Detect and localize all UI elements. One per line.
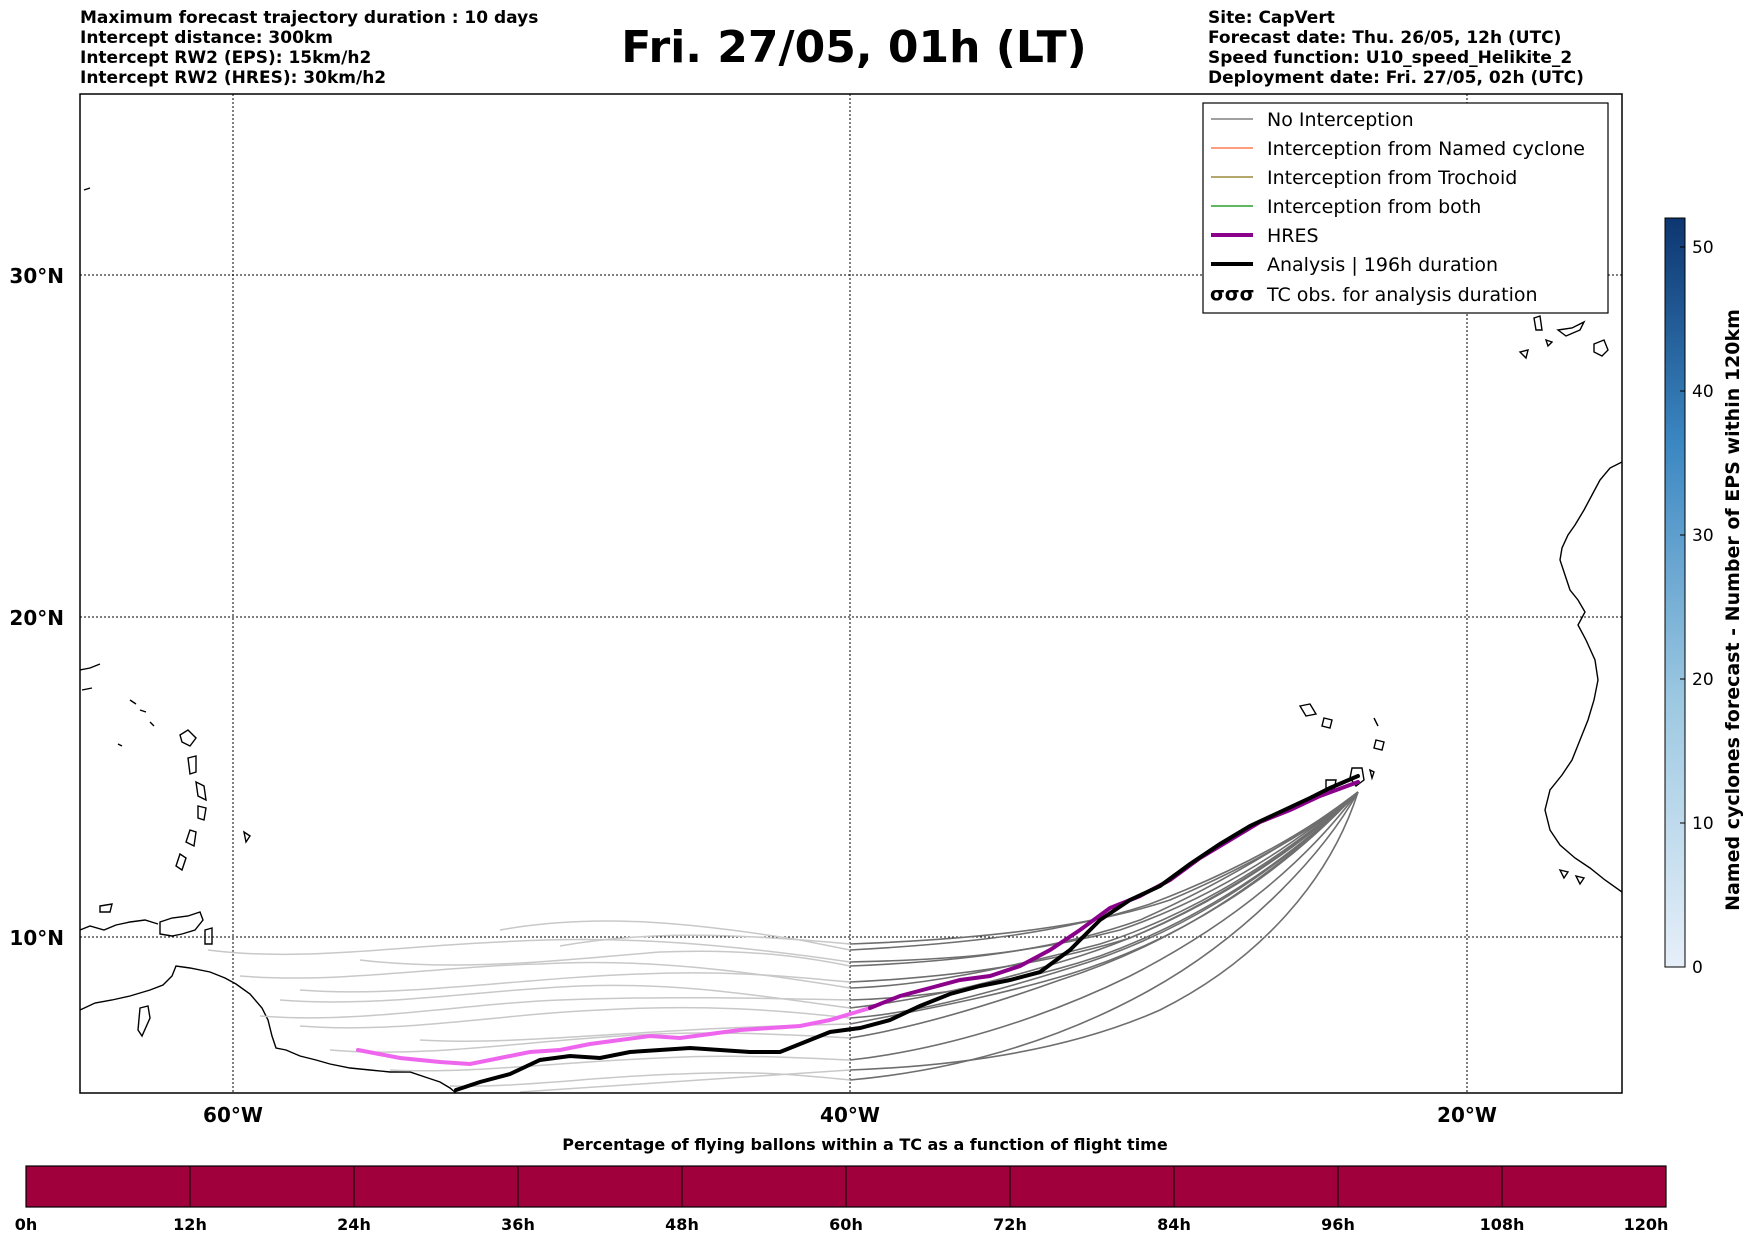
longitude-labels: 60°W 40°W 20°W: [203, 1103, 1497, 1127]
canary-islands-d: [1518, 349, 1529, 360]
lesser-antilles-f: [175, 852, 187, 872]
caribbean-coast: [80, 919, 159, 931]
intercept-eps-text: Intercept RW2 (EPS): 15km/h2: [80, 48, 372, 68]
colorbar-gradient: [1664, 217, 1686, 968]
legend-item-tc-obs: σσσ TC obs. for analysis duration: [1210, 283, 1538, 306]
cbar-tick-40: 40: [1692, 382, 1714, 402]
legend-item-trochoid: Interception from Trochoid: [1211, 167, 1517, 189]
cape-verde-f: [1368, 768, 1375, 781]
lesser-antilles-c: [195, 780, 207, 802]
flight-time-tick-36h: 36h: [501, 1215, 535, 1234]
page-title: Fri. 27/05, 01h (LT): [621, 22, 1087, 73]
canary-islands-a: [1533, 315, 1543, 331]
island-small-3: [204, 927, 213, 945]
island-small-1: [242, 830, 251, 844]
cbar-tick-0: 0: [1692, 958, 1703, 978]
lon-label-40w: 40°W: [820, 1103, 880, 1127]
flight-time-tick-84h: 84h: [1157, 1215, 1191, 1234]
legend-label-both: Interception from both: [1267, 196, 1481, 218]
legend: No Interception Interception from Named …: [1202, 102, 1609, 314]
south-america-coast: [80, 965, 457, 1093]
legend-item-analysis: Analysis | 196h duration: [1211, 254, 1498, 276]
africa-coast: [1544, 461, 1622, 893]
speed-function-text: Speed function: U10_speed_Helikite_2: [1208, 48, 1573, 68]
cape-verde-b: [1321, 717, 1333, 729]
legend-label-named-cyclone: Interception from Named cyclone: [1267, 138, 1585, 160]
lesser-antilles-d: [197, 805, 207, 821]
legend-label-trochoid: Interception from Trochoid: [1267, 167, 1517, 189]
flight-time-tick-24h: 24h: [337, 1215, 371, 1234]
flight-time-tick-108h: 108h: [1480, 1215, 1525, 1234]
island-top-left: [83, 187, 91, 191]
legend-label-analysis: Analysis | 196h duration: [1267, 254, 1498, 276]
max-duration-text: Maximum forecast trajectory duration : 1…: [80, 8, 539, 28]
island-small-4: [117, 699, 155, 747]
cbar-tick-20: 20: [1692, 670, 1714, 690]
flight-time-tick-96h: 96h: [1321, 1215, 1355, 1234]
bottom-colorbar-ticks: [189, 1166, 1503, 1207]
site-text: Site: CapVert: [1208, 8, 1335, 28]
flight-time-tick-0h: 0h: [15, 1215, 38, 1234]
intercept-hres-text: Intercept RW2 (HRES): 30km/h2: [80, 68, 387, 88]
cape-verde-c: [1373, 717, 1385, 751]
deployment-date-text: Deployment date: Fri. 27/05, 02h (UTC): [1208, 68, 1584, 88]
eps-trajectories-light: [207, 920, 851, 1093]
flight-time-tick-72h: 72h: [993, 1215, 1027, 1234]
flight-time-tick-48h: 48h: [665, 1215, 699, 1234]
tc-obs-symbol-icon: σσσ: [1210, 283, 1254, 305]
legend-label-hres: HRES: [1267, 225, 1319, 247]
canary-islands-c: [1593, 339, 1609, 357]
cape-verde-a: [1298, 703, 1318, 717]
lat-label-20n: 20°N: [9, 606, 64, 630]
cbar-tick-30: 30: [1692, 526, 1714, 546]
flight-time-tick-60h: 60h: [829, 1215, 863, 1234]
lesser-antilles-e: [185, 829, 197, 848]
site-info: Site: CapVert Forecast date: Thu. 26/05,…: [1208, 8, 1584, 88]
forecast-date-text: Forecast date: Thu. 26/05, 12h (UTC): [1208, 28, 1562, 48]
lon-label-20w: 20°W: [1437, 1103, 1497, 1127]
island-small-2: [99, 903, 113, 913]
lesser-antilles-a: [179, 729, 197, 747]
africa-islands-bissau: [1558, 868, 1586, 886]
legend-box: [1202, 102, 1609, 314]
lat-label-10n: 10°N: [9, 926, 64, 950]
legend-label-tc-obs: TC obs. for analysis duration: [1266, 284, 1538, 306]
latitude-labels: 30°N 20°N 10°N: [9, 264, 64, 950]
cbar-tick-50: 50: [1692, 238, 1714, 258]
tc-percentage-colorbar: Percentage of flying ballons within a TC…: [15, 1135, 1669, 1234]
lon-label-60w: 60°W: [203, 1103, 263, 1127]
northwest-coast: [80, 663, 101, 691]
legend-item-hres: HRES: [1211, 225, 1319, 247]
legend-label-no-interception: No Interception: [1267, 109, 1414, 131]
trinidad: [137, 1005, 151, 1038]
flight-time-tick-12h: 12h: [173, 1215, 207, 1234]
coastlines: [80, 187, 1622, 1093]
canary-islands-e: [1544, 338, 1554, 348]
colorbar-tick-marks: [1680, 246, 1685, 968]
colorbar-tick-labels: 0 10 20 30 40 50: [1692, 238, 1714, 978]
flight-time-tick-120h: 120h: [1624, 1215, 1669, 1234]
legend-item-no-interception: No Interception: [1211, 109, 1414, 131]
legend-item-named-cyclone: Interception from Named cyclone: [1211, 138, 1585, 160]
cbar-tick-10: 10: [1692, 814, 1714, 834]
map-frame: [79, 93, 1623, 1094]
venezuela-coast: [159, 911, 204, 937]
lat-label-30n: 30°N: [9, 264, 64, 288]
lesser-antilles-b: [187, 755, 197, 775]
bottom-colorbar-labels: 0h 12h 24h 36h 48h 60h 72h 84h 96h 108h …: [15, 1215, 1669, 1234]
intercept-distance-text: Intercept distance: 300km: [80, 28, 333, 48]
analysis-trajectory: [454, 774, 1360, 1092]
colorbar-label: Named cyclones forecast - Number of EPS …: [1722, 309, 1744, 911]
legend-item-both: Interception from both: [1211, 196, 1481, 218]
forecast-parameters: Maximum forecast trajectory duration : 1…: [80, 8, 538, 88]
canary-islands-b: [1556, 320, 1586, 337]
cape-verde-e: [1349, 767, 1365, 787]
eps-cyclone-colorbar: 0 10 20 30 40 50 Named cyclones forecast…: [1664, 217, 1744, 978]
bottom-colorbar-title: Percentage of flying ballons within a TC…: [562, 1135, 1168, 1154]
